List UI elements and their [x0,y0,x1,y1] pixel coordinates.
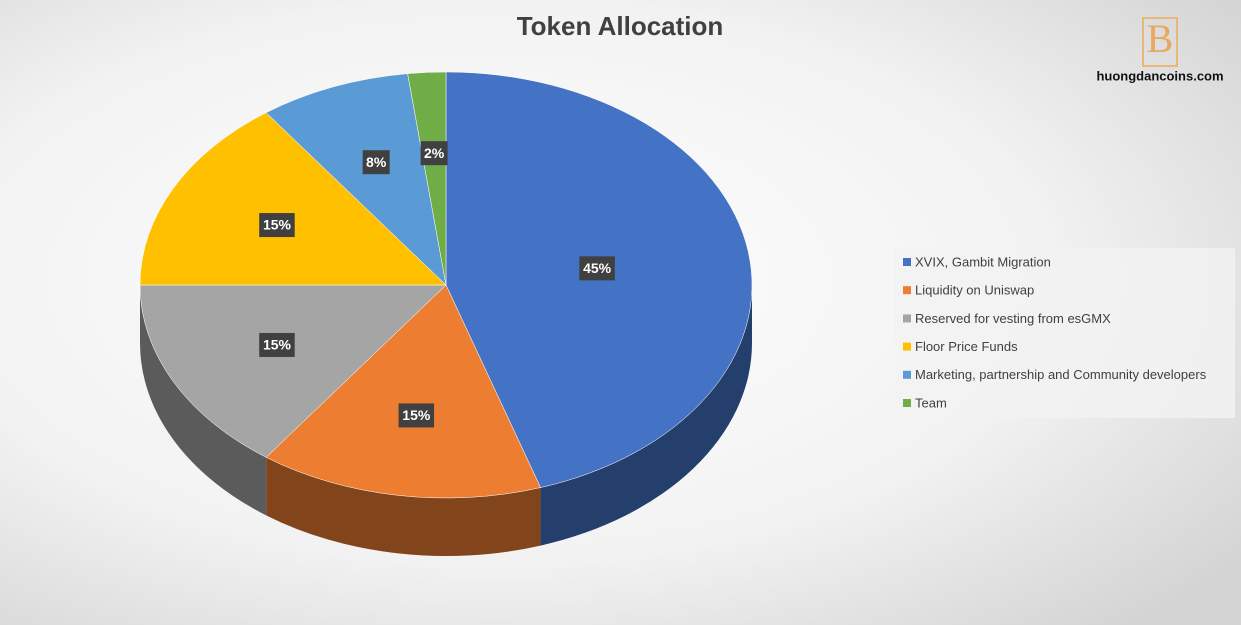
slice-side [540,285,752,546]
legend-marker [903,258,911,266]
pie: 45% 15% 15% 15% 8% 2% [139,71,753,557]
value-label: 15% [263,337,292,353]
legend-label: Reserved for vesting from esGMX [915,311,1111,326]
legend-marker [903,399,911,407]
logo-frame [1142,17,1178,67]
legend-marker [903,342,911,351]
value-label-box [362,150,390,175]
legend-marker [903,286,911,295]
slice [139,112,447,286]
slice-side [140,285,267,516]
value-label-box [579,256,615,281]
legend-box [895,248,1235,418]
watermark: huongdancoins.com [1096,68,1223,83]
legend-label: Marketing, partnership and Community dev… [915,367,1207,382]
legend-marker [903,314,911,323]
value-label: 8% [366,154,387,170]
slice [265,284,541,499]
legend-marker [903,370,911,379]
slice-side [266,457,541,557]
legend-label: Liquidity on Uniswap [915,283,1034,298]
legend-label: XVIX, Gambit Migration [915,254,1051,269]
slice [407,71,447,286]
chart-title: Token Allocation [517,11,724,41]
slice [265,73,447,286]
value-label: 15% [263,217,292,233]
value-label: 15% [402,407,431,423]
legend-label: Floor Price Funds [915,339,1018,354]
legend-label: Team [915,395,947,410]
value-label-box [259,332,295,357]
value-label: 45% [583,260,612,276]
value-label-box [398,403,435,428]
logo: B [1147,16,1174,61]
value-label: 2% [424,145,445,161]
slice [139,284,447,458]
value-label-box [420,141,448,166]
value-label-box [259,213,295,238]
